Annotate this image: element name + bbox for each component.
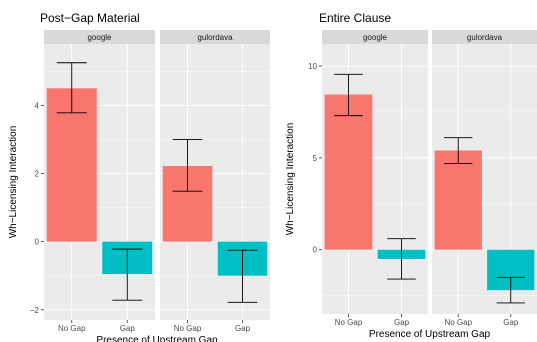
facet-strip [44,30,155,44]
y-axis-title: Wh−Licensing Interaction [8,126,19,239]
facet-strip [432,30,537,44]
bar-no-gap [46,88,97,242]
x-axis-title: Presence of Upstream Gap [96,335,218,342]
bar-no-gap [324,94,373,250]
y-tick-label: 10 [308,62,317,71]
bar-no-gap [434,150,482,250]
facet-label: gulordava [197,33,233,42]
facet-label: google [363,33,388,42]
facet-google: google No Gap Gap [44,30,155,333]
x-tick-label: Gap [503,318,519,327]
x-axis-title: Presence of Upstream Gap [369,329,491,340]
chart-post-gap-material: Post−Gap Material Wh−Licensing Interactio… [8,11,270,342]
facet-label: gulordava [467,33,503,42]
x-tick-label: No Gap [444,318,472,327]
facet-gulordava: gulordava No Gap Gap [160,30,270,333]
chart-title: Post−Gap Material [40,11,140,25]
facet-strip [160,30,270,44]
facet-label: google [87,33,112,42]
facet-strip [322,30,428,44]
x-tick-label: Gap [394,318,410,327]
chart-title: Entire Clause [319,11,391,25]
y-tick-label: 2 [35,169,40,178]
x-tick-label: No Gap [58,324,86,333]
y-tick-label: 5 [313,154,318,163]
x-tick-label: No Gap [335,318,363,327]
y-tick-label: 4 [35,101,40,110]
y-axis-title: Wh−Licensing Interaction [285,123,296,236]
y-tick-label: 0 [313,246,318,255]
x-tick-label: Gap [120,324,136,333]
y-tick-label: 0 [35,238,40,247]
y-tick-label: −2 [30,306,40,315]
chart-entire-clause: Entire Clause Wh−Licensing Interaction 0 5 1… [285,11,537,340]
x-tick-label: Gap [235,324,251,333]
facet-google: google No Gap Gap [322,30,428,327]
facet-gulordava: gulordava No Gap Gap [432,30,537,327]
x-tick-label: No Gap [174,324,202,333]
